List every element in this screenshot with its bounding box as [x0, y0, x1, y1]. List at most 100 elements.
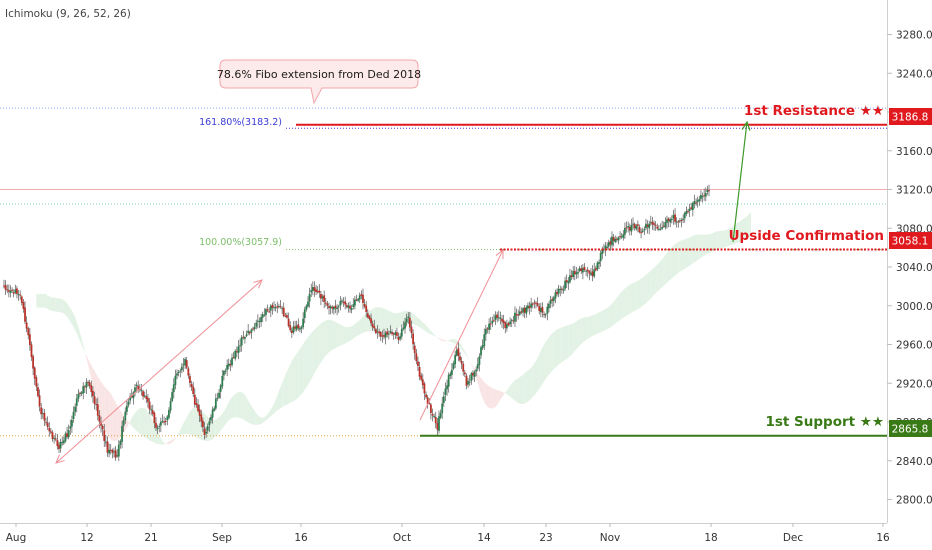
cloud-segment	[126, 419, 129, 428]
cloud-segment	[485, 383, 488, 407]
cloud-segment	[508, 385, 511, 397]
cloud-segment	[303, 341, 305, 393]
cloud-segment	[628, 284, 630, 315]
cloud-segment	[675, 243, 677, 276]
candle-body	[276, 306, 279, 308]
cloud-segment	[259, 416, 262, 425]
cloud-segment	[164, 442, 166, 445]
cloud-segment	[547, 337, 549, 377]
cloud-segment	[50, 297, 53, 311]
cloud-segment	[101, 381, 103, 424]
candle-body	[494, 315, 497, 320]
cloud-segment	[447, 340, 449, 342]
cloud-segment	[592, 314, 595, 336]
candle-body	[320, 294, 322, 299]
cloud-segment	[49, 296, 51, 311]
cloud-segment	[516, 378, 519, 403]
cloud-segment	[283, 375, 286, 407]
cloud-segment	[739, 220, 742, 242]
cloud-segment	[492, 387, 494, 409]
drawing-tools[interactable]	[55, 120, 887, 464]
cloud-segment	[314, 328, 317, 374]
candle-body	[394, 332, 397, 336]
cloud-segment	[76, 321, 79, 338]
cloud-segment	[437, 337, 439, 339]
candle-body	[138, 388, 141, 390]
price-tick-label: 2840.0	[896, 456, 932, 468]
candle-body	[383, 334, 385, 337]
candle-body	[624, 228, 626, 235]
cloud-segment	[47, 295, 50, 310]
candle-body	[143, 395, 146, 397]
candle-body	[687, 211, 689, 213]
cloud-segment	[78, 326, 80, 342]
candle-body	[357, 298, 360, 301]
candle-body	[588, 271, 591, 274]
candle-body	[92, 390, 94, 397]
candle-body	[155, 422, 157, 428]
cloud-segment	[261, 417, 263, 424]
candle-body	[163, 421, 165, 423]
cloud-segment	[411, 312, 414, 325]
cloud-segment	[73, 313, 76, 331]
cloud-segment	[707, 234, 710, 254]
candle-body	[465, 375, 468, 386]
cloud-segment	[278, 387, 281, 410]
cloud-segment	[569, 324, 572, 357]
candle-body	[28, 334, 31, 346]
time-axis[interactable]: Aug 12 21 Sep 16 Oct 14 23 Nov 18 Dec 16	[0, 523, 932, 550]
trend-arrow-aug[interactable]	[55, 279, 263, 464]
cloud-segment	[673, 244, 676, 277]
cloud-segment	[230, 397, 232, 420]
cloud-segment	[679, 240, 682, 272]
cloud-segment	[440, 338, 443, 341]
cloud-segment	[351, 325, 354, 340]
cloud-segment	[329, 319, 331, 353]
candle-body	[19, 294, 22, 296]
cloud-segment	[438, 337, 441, 341]
cloud-segment	[110, 392, 113, 441]
cloud-segment	[324, 320, 326, 358]
candle-body	[137, 385, 140, 390]
cloud-segment	[484, 381, 486, 405]
cloud-segment	[576, 320, 579, 350]
cloud-segment	[458, 341, 460, 348]
trend-arrow-oct[interactable]	[419, 248, 504, 421]
candle-body	[180, 366, 183, 371]
candle-body	[418, 367, 421, 377]
candle-body	[313, 287, 316, 291]
indicator-legend[interactable]: Ichimoku (9, 26, 52, 26)	[5, 8, 131, 20]
cloud-segment	[429, 328, 431, 335]
fib-callout[interactable]: 78.6% Fibo extension from Ded 2018	[217, 59, 421, 105]
price-axis[interactable]: 2800.02840.02880.02920.02960.03000.03040…	[887, 0, 932, 523]
candle-body	[268, 311, 271, 313]
cloud-segment	[696, 234, 698, 262]
cloud-segment	[403, 311, 406, 326]
candle-body	[53, 438, 56, 440]
cloud-segment	[222, 411, 224, 429]
cloud-segment	[131, 415, 134, 428]
cloud-segment	[362, 314, 365, 333]
cloud-segment	[387, 309, 389, 331]
candle-body	[16, 288, 18, 294]
cloud-segment	[532, 363, 535, 398]
candle-body	[266, 309, 269, 311]
cloud-segment	[285, 371, 287, 406]
candle-body	[598, 261, 600, 264]
cloud-segment	[186, 414, 189, 435]
candle-body	[347, 305, 350, 308]
cloud-segment	[160, 437, 163, 445]
candle-body	[252, 328, 254, 330]
projection-arrow[interactable]	[732, 120, 751, 243]
cloud-segment	[459, 343, 462, 350]
cloud-segment	[42, 294, 45, 308]
candle-body	[371, 323, 374, 328]
cloud-segment	[291, 358, 294, 402]
candle-body	[122, 419, 125, 426]
candle-body	[71, 419, 73, 427]
candle-body	[365, 305, 368, 312]
cloud-segment	[482, 380, 485, 403]
candle-body	[654, 224, 657, 226]
cloud-segment	[597, 312, 600, 334]
